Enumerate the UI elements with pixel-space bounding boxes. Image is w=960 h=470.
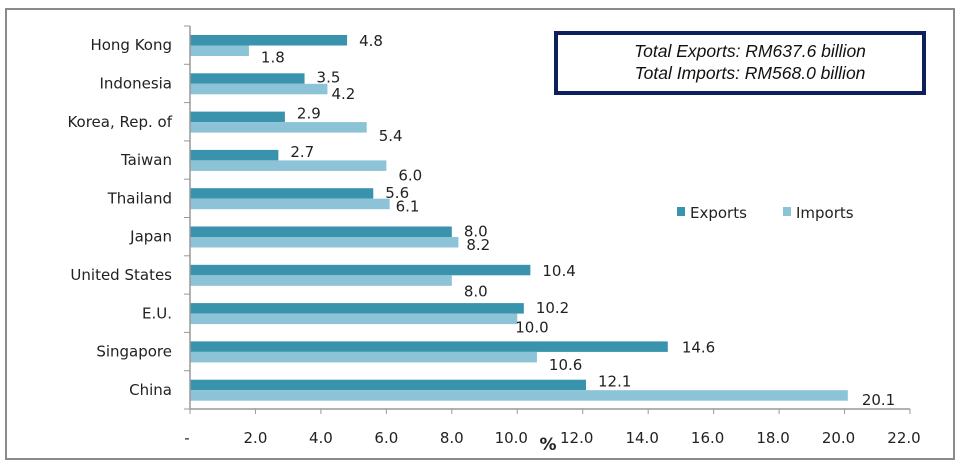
bar-imports xyxy=(190,351,537,363)
data-label-imports: 6.0 xyxy=(398,166,422,184)
category-label: Thailand xyxy=(107,189,172,207)
bar-exports xyxy=(190,264,531,276)
data-label-exports: 8.0 xyxy=(464,223,488,241)
legend-label-imports: Imports xyxy=(796,204,854,222)
data-label-imports: 5.4 xyxy=(379,127,403,145)
category-label: Singapore xyxy=(96,343,172,361)
bar-exports xyxy=(190,303,524,314)
data-label-imports: 1.8 xyxy=(261,49,285,67)
data-label-exports: 10.2 xyxy=(536,299,569,317)
bar-imports xyxy=(190,275,452,286)
data-label-exports: 5.6 xyxy=(385,184,409,202)
x-tick-label: 14.0 xyxy=(625,429,658,447)
total-imports-text: Total Imports: RM568.0 billion xyxy=(634,63,866,83)
bar-imports xyxy=(190,237,459,248)
x-tick-label: - xyxy=(184,429,189,447)
category-label: Indonesia xyxy=(99,74,172,92)
bar-imports xyxy=(190,83,328,95)
legend-label-exports: Exports xyxy=(690,204,747,222)
bar-exports xyxy=(190,226,452,237)
x-tick-label: 4.0 xyxy=(309,429,333,447)
data-label-imports: 6.1 xyxy=(396,198,420,216)
x-axis-label: % xyxy=(539,435,556,455)
data-label-exports: 14.6 xyxy=(682,338,715,356)
bar-exports xyxy=(190,188,374,199)
x-tick-label: 8.0 xyxy=(440,429,464,447)
data-label-imports: 10.6 xyxy=(549,356,582,374)
legend-swatch-exports xyxy=(677,207,685,216)
bar-exports xyxy=(190,35,348,46)
total-exports-text: Total Exports: RM637.6 billion xyxy=(634,41,866,61)
data-label-exports: 10.4 xyxy=(542,262,575,280)
data-label-imports: 10.0 xyxy=(515,319,548,337)
category-label: Korea, Rep. of xyxy=(67,113,172,131)
bar-imports xyxy=(190,45,249,56)
category-label: China xyxy=(129,381,172,399)
data-label-imports: 8.0 xyxy=(464,282,488,300)
bar-imports xyxy=(190,198,390,210)
category-label: Japan xyxy=(129,228,172,246)
data-label-imports: 4.2 xyxy=(331,85,355,103)
data-label-imports: 20.1 xyxy=(862,391,895,409)
bar-exports xyxy=(190,111,285,123)
x-tick-label: 10.0 xyxy=(495,429,528,447)
category-label: Taiwan xyxy=(120,151,172,169)
bar-imports xyxy=(190,122,367,133)
bar-exports xyxy=(190,379,586,391)
legend-swatch-imports xyxy=(783,207,791,216)
bar-exports xyxy=(190,73,305,84)
bar-imports xyxy=(190,313,518,325)
x-tick-label: 2.0 xyxy=(244,429,268,447)
x-tick-label: 16.0 xyxy=(691,429,724,447)
data-label-exports: 2.9 xyxy=(297,105,321,123)
bar-exports xyxy=(190,341,668,352)
x-tick-label: 6.0 xyxy=(374,429,398,447)
data-label-exports: 12.1 xyxy=(598,373,631,391)
x-tick-label: 20.0 xyxy=(822,429,855,447)
data-label-exports: 4.8 xyxy=(359,32,383,50)
category-label: E.U. xyxy=(142,304,172,322)
bar-imports xyxy=(190,390,848,401)
data-label-imports: 8.2 xyxy=(466,236,490,254)
category-label: United States xyxy=(70,266,172,284)
bar-exports xyxy=(190,149,279,161)
category-label: Hong Kong xyxy=(90,36,172,54)
bar-imports xyxy=(190,160,387,171)
data-label-exports: 2.7 xyxy=(290,143,314,161)
x-tick-label: 18.0 xyxy=(756,429,789,447)
x-tick-label: 12.0 xyxy=(560,429,593,447)
totals-box: Total Exports: RM637.6 billion Total Imp… xyxy=(554,31,926,95)
data-label-exports: 3.5 xyxy=(317,68,341,86)
legend: Exports Imports xyxy=(677,204,854,222)
x-tick-label: 22.0 xyxy=(887,429,920,447)
